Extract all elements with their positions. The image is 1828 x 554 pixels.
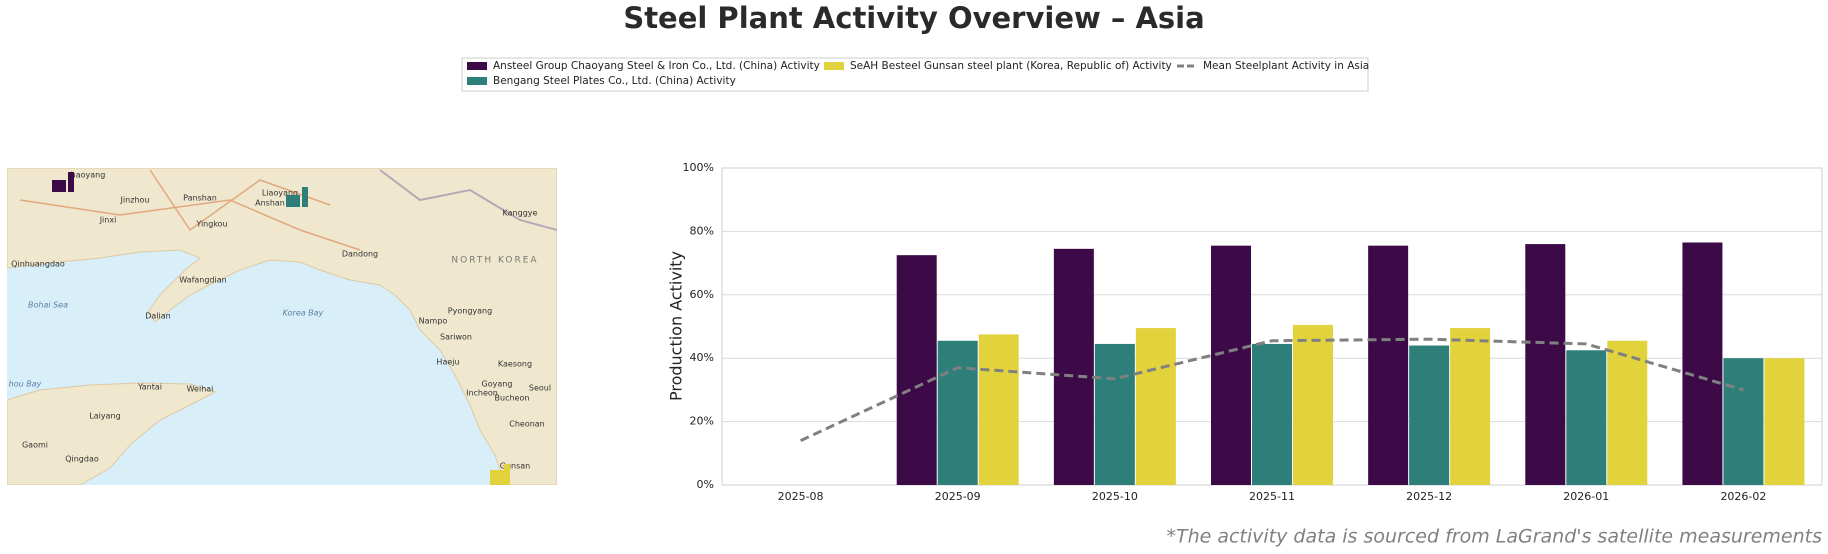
y-tick-label: 0% [697,478,714,491]
map-label: Sariwon [440,333,472,342]
map-label: Gunsan [500,462,530,471]
map-label: Seoul [529,384,551,393]
x-tick-label: 2026-02 [1720,490,1766,503]
y-tick-label: 40% [690,351,714,364]
legend-swatch [467,77,487,85]
map-label: Korea Bay [283,309,324,318]
bar [1450,328,1491,485]
chart-title: Steel Plant Activity Overview – Asia [623,1,1204,35]
map-label: Yantai [137,383,162,392]
legend-label: Mean Steelplant Activity in Asia [1203,60,1369,72]
x-tick-label: 2025-11 [1249,490,1295,503]
y-tick-label: 100% [683,161,714,174]
bar [1409,345,1450,485]
map-label: Dalian [145,312,170,321]
bar [1723,358,1764,485]
x-tick-label: 2025-08 [778,490,824,503]
map-land [7,382,217,485]
map-label: Goyang [482,380,513,389]
bar [1368,245,1409,485]
bar [1053,248,1094,485]
map-label: Dandong [342,250,378,259]
bar [896,255,937,485]
map-label: Bohai Sea [28,301,68,310]
bar [1135,328,1176,485]
map-border [379,169,557,231]
map-label: NORTH KOREA [451,256,538,266]
map-label: Pyongyang [448,307,492,316]
footnote: *The activity data is sourced from LaGra… [1166,526,1822,548]
bar [1293,324,1333,485]
plant-icon [52,172,74,192]
legend-box [461,57,1369,92]
map-label: Incheon [466,389,498,398]
x-tick-label: 2025-10 [1092,490,1138,503]
map-label: Laiyang [89,412,120,421]
map-label: Bucheon [495,394,530,403]
legend-swatch [824,62,844,70]
bar [1607,340,1648,485]
map-label: Wafangdian [179,276,226,285]
y-tick-label: 60% [690,288,714,301]
map-label: Qingdao [65,455,99,464]
map-label: Kanggye [503,209,538,218]
legend-label: Bengang Steel Plates Co., Ltd. (China) A… [493,75,736,87]
legend-swatch [467,62,487,70]
bar [1252,343,1292,485]
plant-icon [286,187,308,207]
bar [1525,244,1566,485]
y-tick-label: 80% [690,224,714,237]
map-label: Yingkou [195,220,227,229]
map-label: hou Bay [9,380,42,389]
x-tick-label: 2026-01 [1563,490,1609,503]
map-label: Anshan [255,199,285,208]
map-label: Jinzhou [120,196,150,205]
map-label: Kaesong [498,360,532,369]
map-label: Nampo [419,317,448,326]
bar [1094,343,1135,485]
map-label: Weihai [187,385,214,394]
map-road [19,169,361,251]
legend-label: Ansteel Group Chaoyang Steel & Iron Co.,… [493,60,820,72]
map-label: Cheonan [509,420,545,429]
legend-label: SeAH Besteel Gunsan steel plant (Korea, … [850,60,1172,72]
legend: Ansteel Group Chaoyang Steel & Iron Co.,… [467,60,1369,87]
bar [978,334,1019,485]
map-label: Liaoyang [262,189,298,198]
x-tick-label: 2025-12 [1406,490,1452,503]
map-land [7,168,557,485]
bar [1682,242,1723,485]
mean-line [799,337,1744,442]
map-label: haoyang [71,171,106,180]
plant-icon [490,464,510,485]
x-tick-label: 2025-09 [935,490,981,503]
map-label: Jinxi [99,216,117,225]
y-tick-label: 20% [690,415,714,428]
map-label: Haeju [436,358,459,367]
map-label: Qinhuangdao [11,260,65,269]
bar [1211,245,1251,485]
bar [1764,358,1805,485]
bar [1566,350,1607,485]
map-label: Panshan [183,194,217,203]
bar [937,340,978,485]
map-label: Gaomi [22,441,48,450]
y-axis-title: Production Activity [667,251,686,401]
